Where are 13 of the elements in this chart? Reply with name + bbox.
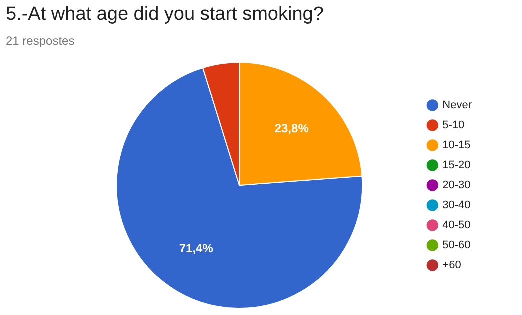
legend-label: 40-50 [442, 220, 471, 232]
legend-label: 20-30 [442, 180, 471, 192]
data-label: 23,8% [274, 121, 310, 136]
data-label: 71,4% [179, 241, 214, 256]
legend-label: 10-15 [442, 140, 471, 152]
legend-label: 15-20 [442, 160, 471, 172]
chart-subtitle: 21 respostes [6, 34, 75, 48]
chart-title: 5.-At what age did you start smoking? [6, 4, 324, 26]
legend-label: +60 [442, 260, 462, 272]
legend-label: 50-60 [442, 240, 471, 252]
legend-label: 30-40 [442, 200, 471, 212]
legend-label: 5-10 [442, 120, 465, 132]
legend-label: Never [442, 100, 472, 112]
